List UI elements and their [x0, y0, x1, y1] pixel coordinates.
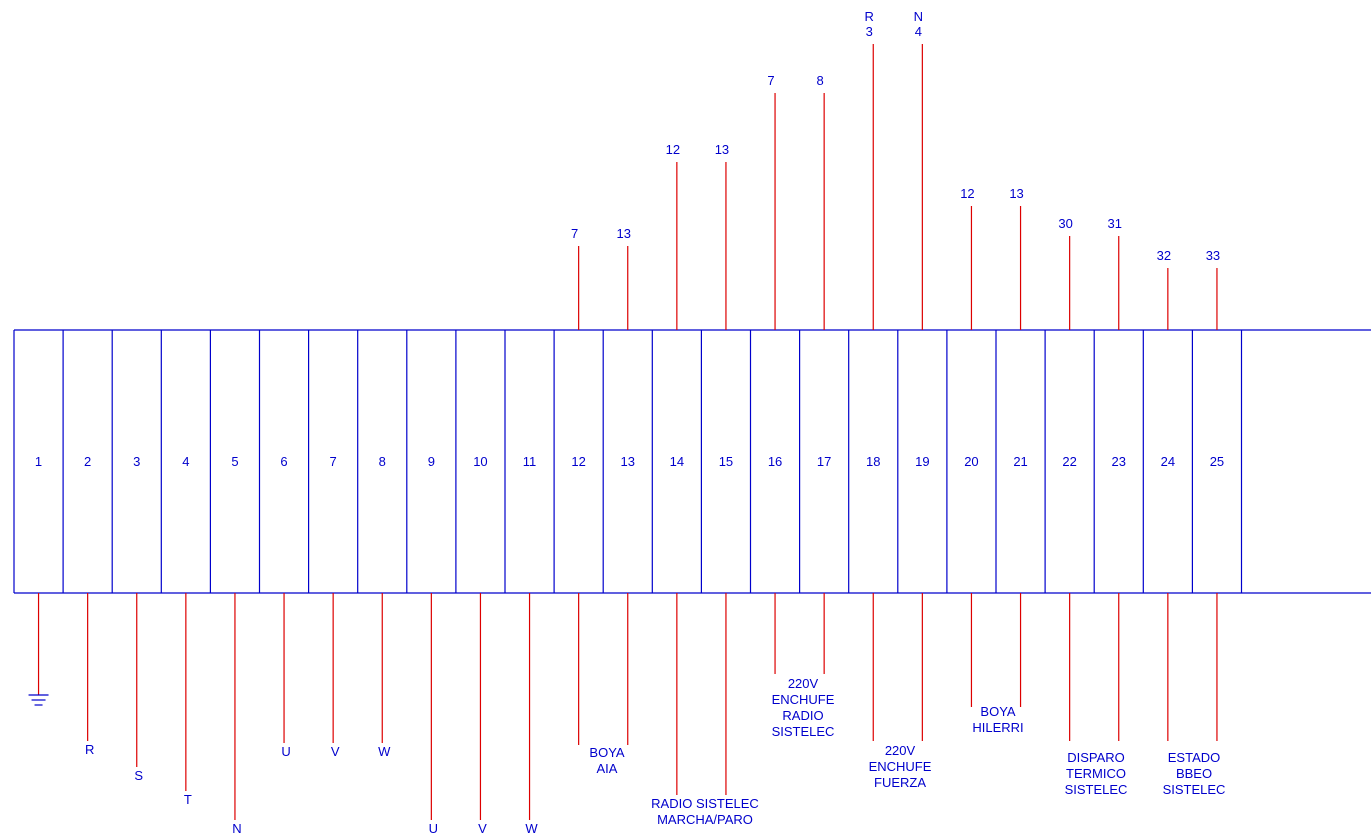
- top-wire-label: 13: [1009, 186, 1023, 201]
- terminal-number-11: 11: [523, 454, 537, 469]
- group-label-line: MARCHA/PARO: [657, 812, 753, 827]
- group-label-line: 220V: [788, 676, 819, 691]
- top-wire-label: 7: [767, 73, 774, 88]
- wire-layer: [28, 44, 1218, 820]
- top-wire-label: 32: [1157, 248, 1171, 263]
- bottom-wire-label: R: [85, 742, 94, 757]
- terminal-number-1: 1: [35, 454, 42, 469]
- terminal-number-4: 4: [182, 454, 189, 469]
- terminal-number-5: 5: [231, 454, 238, 469]
- top-wire-label: 3: [866, 24, 873, 39]
- terminal-number-20: 20: [964, 454, 978, 469]
- bottom-wire-label: W: [525, 821, 538, 835]
- bottom-wire-label: U: [281, 744, 290, 759]
- top-wire-label: 33: [1206, 248, 1220, 263]
- terminal-number-13: 13: [621, 454, 635, 469]
- terminal-number-6: 6: [280, 454, 287, 469]
- top-wire-label: R: [865, 9, 874, 24]
- terminal-number-21: 21: [1013, 454, 1027, 469]
- ground-icon: [28, 694, 49, 706]
- bottom-wire-label: W: [378, 744, 391, 759]
- group-label-line: BOYA: [980, 704, 1015, 719]
- group-label-line: BBEO: [1176, 766, 1212, 781]
- group-label-line: RADIO SISTELEC: [651, 796, 759, 811]
- terminal-number-12: 12: [571, 454, 585, 469]
- bottom-wire-label: V: [478, 821, 487, 835]
- top-wire-label: 4: [915, 24, 922, 39]
- bottom-wire-label: N: [232, 821, 241, 835]
- group-label-line: RADIO: [782, 708, 823, 723]
- top-wire-label: 30: [1058, 216, 1072, 231]
- terminal-number-8: 8: [379, 454, 386, 469]
- terminal-strip: [13, 329, 1371, 594]
- terminal-number-23: 23: [1112, 454, 1126, 469]
- top-wire-label: 8: [817, 73, 824, 88]
- label-layer: 1 2R3S4T5N6U7V8W9U10V11W12713131412151316…: [35, 9, 1225, 835]
- top-wire-label: 12: [666, 142, 680, 157]
- group-label-line: SISTELEC: [1065, 782, 1128, 797]
- terminal-number-16: 16: [768, 454, 782, 469]
- top-wire-label: 13: [715, 142, 729, 157]
- group-label-line: SISTELEC: [1163, 782, 1226, 797]
- terminal-number-18: 18: [866, 454, 880, 469]
- top-wire-label: 7: [571, 226, 578, 241]
- terminal-number-14: 14: [670, 454, 684, 469]
- group-label-line: ESTADO: [1168, 750, 1221, 765]
- group-label-line: 220V: [885, 743, 916, 758]
- terminal-number-7: 7: [330, 454, 337, 469]
- group-label-line: BOYA: [589, 745, 624, 760]
- terminal-number-19: 19: [915, 454, 929, 469]
- terminal-number-25: 25: [1210, 454, 1224, 469]
- terminal-number-15: 15: [719, 454, 733, 469]
- terminal-number-3: 3: [133, 454, 140, 469]
- top-wire-label: N: [914, 9, 923, 24]
- group-label-line: TERMICO: [1066, 766, 1126, 781]
- group-label-line: SISTELEC: [772, 724, 835, 739]
- top-wire-label: 13: [617, 226, 631, 241]
- bottom-wire-label: U: [429, 821, 438, 835]
- bottom-wire-label: T: [184, 792, 192, 807]
- bottom-wire-label: S: [134, 768, 143, 783]
- top-wire-label: 12: [960, 186, 974, 201]
- terminal-number-10: 10: [473, 454, 487, 469]
- group-label-line: ENCHUFE: [869, 759, 932, 774]
- bottom-wire-label: V: [331, 744, 340, 759]
- group-label-line: FUERZA: [874, 775, 926, 790]
- terminal-number-9: 9: [428, 454, 435, 469]
- terminal-number-17: 17: [817, 454, 831, 469]
- terminal-number-22: 22: [1062, 454, 1076, 469]
- top-wire-label: 31: [1108, 216, 1122, 231]
- group-label-line: ENCHUFE: [772, 692, 835, 707]
- group-label-line: AIA: [597, 761, 618, 776]
- terminal-number-24: 24: [1161, 454, 1175, 469]
- terminal-number-2: 2: [84, 454, 91, 469]
- group-label-line: DISPARO: [1067, 750, 1125, 765]
- group-label-line: HILERRI: [972, 720, 1023, 735]
